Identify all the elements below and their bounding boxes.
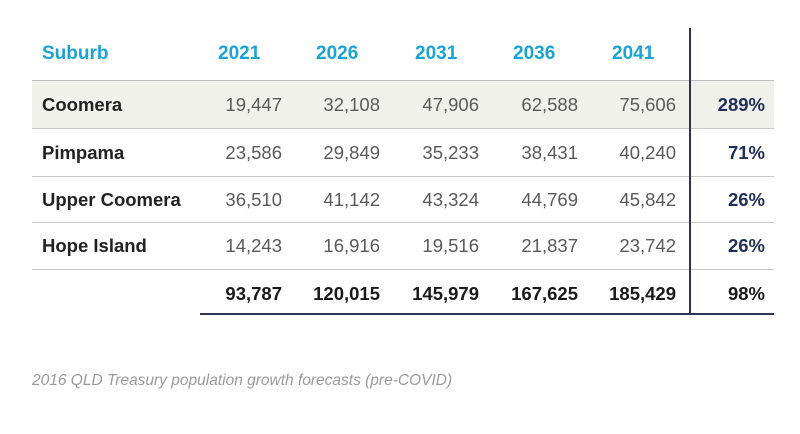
value-2041: 75,606 (619, 94, 676, 115)
totals-row: 93,787 120,015 145,979 167,625 185,429 9… (32, 270, 774, 317)
table-caption: 2016 QLD Treasury population growth fore… (32, 372, 453, 389)
value-2021: 23,586 (225, 142, 282, 163)
value-2036: 62,588 (521, 94, 578, 115)
value-2031: 47,906 (422, 94, 479, 115)
value-2031: 19,516 (422, 235, 479, 256)
value-2021: 19,447 (225, 94, 282, 115)
header-year-2021: 2021 (218, 43, 261, 64)
row-divider (32, 222, 774, 223)
header-divider (32, 80, 774, 81)
growth-percent: 26% (727, 235, 765, 256)
suburb-name: Pimpama (42, 142, 125, 163)
header-year-2036: 2036 (513, 43, 556, 64)
total-2036: 167,625 (511, 283, 578, 304)
growth-percent: 71% (727, 142, 765, 163)
value-2021: 14,243 (225, 235, 282, 256)
table-row: Pimpama 23,586 29,849 35,233 38,431 40,2… (32, 129, 774, 176)
value-2036: 44,769 (521, 189, 578, 210)
value-2026: 41,142 (323, 189, 380, 210)
value-2026: 32,108 (323, 94, 380, 115)
row-divider (32, 128, 774, 129)
value-2031: 43,324 (422, 189, 479, 210)
total-growth-percent: 98% (727, 283, 765, 304)
table-row: Upper Coomera 36,510 41,142 43,324 44,76… (32, 177, 774, 224)
value-2026: 16,916 (323, 235, 380, 256)
suburb-name: Upper Coomera (42, 189, 181, 210)
value-2031: 35,233 (422, 142, 479, 163)
value-2026: 29,849 (323, 142, 380, 163)
value-2036: 21,837 (521, 235, 578, 256)
growth-column-divider (689, 28, 691, 315)
value-2041: 40,240 (619, 142, 676, 163)
header-year-2031: 2031 (415, 43, 458, 64)
total-2021: 93,787 (225, 283, 282, 304)
value-2041: 45,842 (619, 189, 676, 210)
total-2026: 120,015 (313, 283, 380, 304)
value-2041: 23,742 (619, 235, 676, 256)
total-2041: 185,429 (609, 283, 676, 304)
table-row: Hope Island 14,243 16,916 19,516 21,837 … (32, 223, 774, 270)
suburb-name: Hope Island (42, 235, 147, 256)
row-divider (32, 269, 774, 270)
table-row: Coomera 19,447 32,108 47,906 62,588 75,6… (32, 81, 774, 128)
header-year-2041: 2041 (612, 43, 655, 64)
total-2031: 145,979 (412, 283, 479, 304)
row-divider (32, 176, 774, 177)
totals-bottom-rule (200, 313, 774, 315)
header-year-2026: 2026 (316, 43, 359, 64)
value-2036: 38,431 (521, 142, 578, 163)
header-suburb: Suburb (42, 43, 109, 64)
growth-percent: 26% (727, 189, 765, 210)
suburb-name: Coomera (42, 94, 123, 115)
growth-percent: 289% (717, 94, 765, 115)
value-2021: 36,510 (225, 189, 282, 210)
